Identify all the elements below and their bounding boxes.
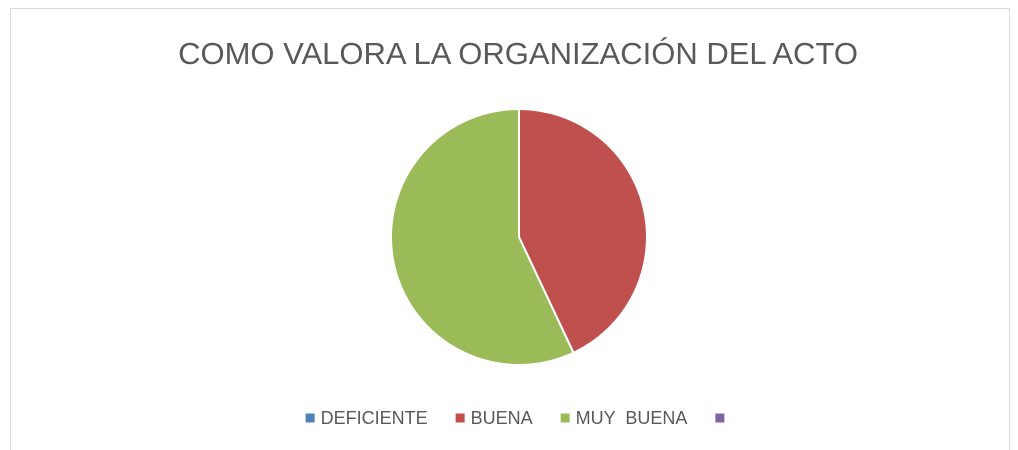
legend-marker xyxy=(715,413,725,423)
legend-marker xyxy=(560,413,570,423)
legend-label: DEFICIENTE xyxy=(321,408,428,428)
legend-marker xyxy=(305,413,315,423)
pie-slice xyxy=(518,107,648,355)
chart-title: COMO VALORA LA ORGANIZACIÓN DEL ACTO xyxy=(178,36,858,71)
legend-label: MUY BUENA xyxy=(576,408,688,428)
pie-slice xyxy=(390,107,575,366)
legend-marker xyxy=(455,413,465,423)
legend-label: BUENA xyxy=(471,408,533,428)
